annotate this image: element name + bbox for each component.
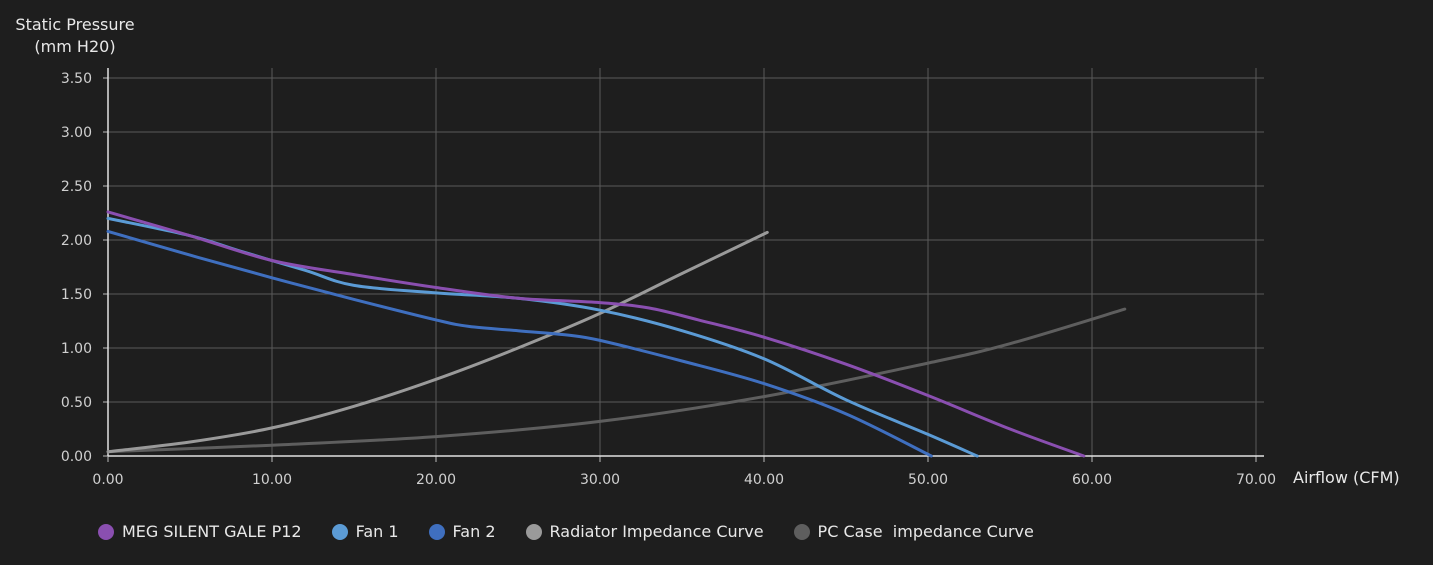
x-tick-label: 20.00	[416, 472, 456, 488]
legend-dot-icon	[98, 523, 114, 540]
legend-dot-icon	[525, 523, 542, 540]
series-line-meg-silent-gale-p12	[106, 210, 1086, 458]
y-axis-label: Static Pressure (mm H20)	[10, 14, 140, 58]
legend-label: Fan 1	[355, 522, 399, 541]
y-axis-label-line1: Static Pressure	[15, 15, 135, 34]
x-tick-label: 40.00	[744, 472, 784, 488]
legend-label: Radiator Impedance Curve	[549, 522, 764, 541]
x-tick-label: 70.00	[1236, 472, 1276, 488]
series-line-fan-2	[106, 229, 933, 458]
x-tick-label: 0.00	[92, 472, 123, 488]
legend-dot-icon	[793, 523, 810, 540]
legend-item-fan-1[interactable]: Fan 1	[331, 522, 399, 541]
legend-item-pc-case-impedance[interactable]: PC Case impedance Curve	[793, 522, 1034, 541]
y-tick-label: 1.00	[61, 341, 92, 357]
series-line-radiator-impedance-curve	[106, 230, 769, 454]
grid	[108, 68, 1264, 456]
x-tick-labels: 0.00 10.00 20.00 30.00 40.00 50.00 60.00 70.00	[92, 472, 1276, 488]
x-tick-label: 50.00	[908, 472, 948, 488]
y-tick-label: 3.50	[61, 71, 92, 87]
legend-label: Fan 2	[452, 522, 496, 541]
legend-item-fan-2[interactable]: Fan 2	[428, 522, 496, 541]
legend-item-radiator-impedance[interactable]: Radiator Impedance Curve	[525, 522, 764, 541]
y-tick-label: 0.50	[61, 395, 92, 411]
legend: MEG SILENT GALE P12 Fan 1 Fan 2 Radiator…	[98, 522, 1034, 541]
y-axis-label-line2: (mm H20)	[34, 37, 116, 56]
y-tick-label: 3.00	[61, 125, 92, 141]
y-tick-labels: 0.00 0.50 1.00 1.50 2.00 2.50 3.00 3.50	[61, 71, 92, 465]
x-tick-label: 10.00	[252, 472, 292, 488]
legend-dot-icon	[331, 523, 348, 540]
series-line-pc-case-impedance-curve	[106, 307, 1127, 454]
y-tick-label: 1.50	[61, 287, 92, 303]
axes	[103, 68, 1264, 462]
legend-item-meg-silent-gale[interactable]: MEG SILENT GALE P12	[98, 522, 302, 541]
series-lines	[106, 210, 1127, 458]
legend-dot-icon	[428, 523, 445, 540]
y-tick-label: 2.50	[61, 179, 92, 195]
legend-label: MEG SILENT GALE P12	[122, 522, 302, 541]
x-tick-label: 60.00	[1072, 472, 1112, 488]
y-tick-label: 0.00	[61, 449, 92, 465]
y-tick-label: 2.00	[61, 233, 92, 249]
x-axis-label: Airflow (CFM)	[1293, 468, 1400, 487]
legend-label: PC Case impedance Curve	[817, 522, 1034, 541]
x-tick-label: 30.00	[580, 472, 620, 488]
